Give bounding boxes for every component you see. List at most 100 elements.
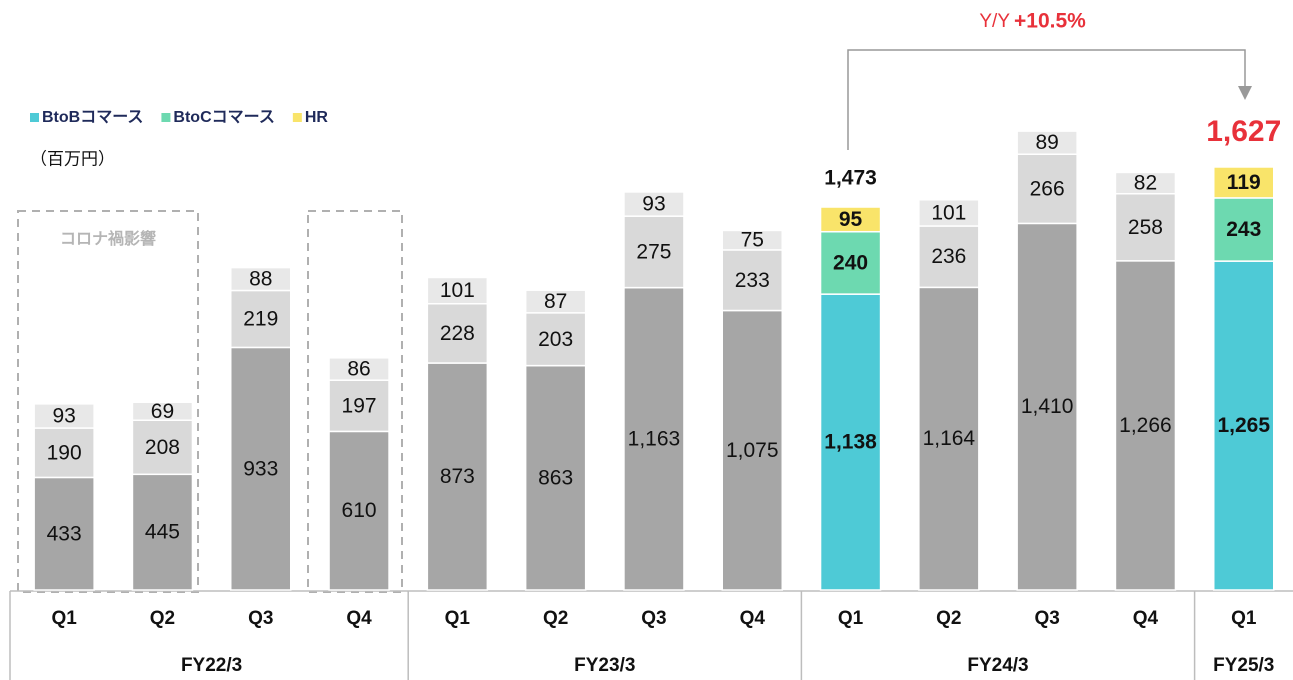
bar-segment [426, 276, 489, 305]
value-label: 208 [145, 436, 180, 459]
bar-segment [623, 191, 685, 217]
yoy-connector [847, 49, 1246, 150]
unit-label: （百万円） [30, 149, 115, 168]
legend-label: BtoBコマース [42, 109, 143, 126]
value-label: 101 [931, 201, 966, 224]
x-tick-label: Q3 [248, 608, 273, 629]
bar-segment [524, 364, 587, 591]
bar-segment [1016, 130, 1078, 155]
value-label: 219 [243, 307, 278, 330]
x-tick-label: Q3 [1034, 608, 1059, 629]
value-label: 1,164 [923, 427, 976, 450]
bar-segment [230, 289, 292, 349]
x-tick-label: Q1 [51, 608, 77, 629]
bar-segment [623, 286, 685, 591]
legend-swatch [161, 113, 171, 122]
value-label: 240 [833, 251, 868, 274]
value-label: 233 [735, 269, 770, 292]
bar-segment [328, 379, 390, 433]
bar-segment [1213, 260, 1275, 591]
value-label: 75 [741, 229, 764, 252]
group-label: FY22/3 [181, 655, 242, 676]
group-label: FY24/3 [967, 655, 1028, 676]
value-label: 1,075 [726, 439, 779, 462]
value-label: 87 [544, 290, 567, 313]
bar-segment [1213, 197, 1275, 262]
x-tick-label: Q2 [936, 608, 961, 629]
value-label: 119 [1227, 171, 1261, 194]
value-label: 1,138 [824, 431, 877, 454]
bar-segment [230, 266, 292, 292]
yoy-value: +10.5% [1014, 10, 1086, 33]
annotation-box [17, 210, 199, 593]
value-label: 228 [440, 322, 475, 345]
value-label: 95 [839, 208, 863, 231]
bar-segment [1114, 260, 1177, 591]
bar-segment [131, 419, 194, 476]
bar-segment [1114, 171, 1177, 195]
value-label: 1,410 [1021, 395, 1074, 418]
x-tick-label: Q4 [346, 608, 372, 629]
value-label: 863 [538, 466, 573, 489]
total-label: 1,473 [824, 167, 877, 190]
value-label: 69 [151, 400, 174, 423]
x-tick-label: Q2 [150, 608, 175, 629]
value-label: 266 [1030, 177, 1065, 200]
x-tick-label: Q1 [1231, 608, 1257, 629]
bar-segment [819, 230, 882, 295]
annotation-box [307, 210, 403, 593]
value-label: 93 [642, 193, 665, 216]
bar-segment [918, 286, 980, 591]
yoy-label: Y/Y [979, 11, 1010, 32]
value-label: 610 [342, 499, 377, 522]
bar-segment [721, 229, 783, 251]
x-tick-label: Q1 [838, 608, 864, 629]
value-label: 88 [249, 268, 272, 291]
x-tick-label: Q1 [445, 608, 471, 629]
total-label: 1,627 [1206, 115, 1281, 148]
value-label: 89 [1035, 131, 1058, 154]
yoy-arrowhead [1238, 86, 1252, 100]
value-label: 433 [47, 522, 82, 545]
legend-label: HR [305, 109, 329, 126]
value-label: 82 [1134, 172, 1157, 195]
x-tick-label: Q2 [543, 608, 568, 629]
value-label: 933 [243, 457, 278, 480]
value-label: 101 [440, 279, 475, 302]
bar-segment [328, 357, 390, 381]
legend-label: BtoCコマース [173, 109, 274, 126]
value-label: 86 [347, 358, 370, 381]
bar-segment [426, 362, 489, 591]
legend-swatch [292, 113, 302, 122]
bar-segment [918, 225, 980, 289]
bar-segment [1114, 193, 1177, 262]
bar-segment [426, 302, 489, 364]
group-label: FY25/3 [1213, 655, 1274, 676]
value-label: 1,266 [1119, 414, 1172, 437]
bar-segment [131, 401, 194, 421]
value-label: 258 [1128, 216, 1163, 239]
group-label: FY23/3 [574, 655, 635, 676]
legend-swatch [30, 113, 39, 122]
x-tick-label: Q4 [1133, 608, 1159, 629]
bar-segment [33, 476, 95, 591]
value-label: 236 [931, 245, 966, 268]
bar-segment [524, 289, 587, 314]
bar-segment [230, 346, 292, 591]
value-label: 197 [342, 394, 377, 417]
bar-segment [131, 473, 194, 591]
bar-segment [1016, 222, 1078, 591]
value-label: 190 [47, 441, 82, 464]
x-tick-label: Q3 [641, 608, 666, 629]
value-label: 93 [52, 404, 75, 427]
x-tick-label: Q4 [740, 608, 766, 629]
value-label: 873 [440, 465, 475, 488]
value-label: 243 [1226, 218, 1261, 241]
value-label: 1,265 [1217, 414, 1270, 437]
annotation: コロナ禍影響 [60, 229, 156, 248]
value-label: 203 [538, 328, 573, 351]
bar-segment [819, 206, 882, 233]
bar-segment [33, 403, 95, 429]
bar-segment [1213, 166, 1275, 199]
